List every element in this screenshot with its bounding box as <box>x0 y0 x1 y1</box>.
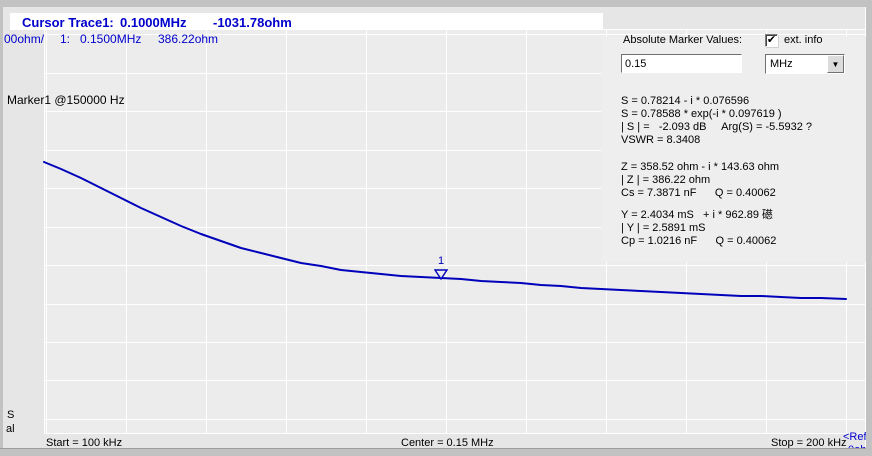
left-edge-fragment-s: S <box>7 409 15 421</box>
grid-line-vertical <box>286 29 287 434</box>
grid-line-vertical <box>366 29 367 434</box>
marker-annotation: Marker1 @150000 Hz <box>7 93 125 107</box>
z-rect-readout: Z = 358.52 ohm - i * 143.63 ohm <box>621 161 780 173</box>
marker-row-index: 1: <box>60 32 71 46</box>
grid-line-horizontal <box>44 380 866 381</box>
z-mag-readout: | Z | = 386.22 ohm <box>621 174 711 186</box>
s-polar-readout: S = 0.78588 * exp(-i * 0.097619 ) <box>621 108 782 120</box>
grid-line-horizontal <box>44 265 866 266</box>
cs-q-readout: Cs = 7.3871 nF Q = 0.40062 <box>621 187 776 199</box>
grid-line-horizontal <box>44 73 866 74</box>
center-frequency-label: Center = 0.15 MHz <box>401 437 494 449</box>
ref-label-fragment: <Ref <box>843 431 867 443</box>
cursor-impedance-value: -1031.78ohm <box>213 15 292 30</box>
client-area: Cursor Trace1: 0.1000MHz -1031.78ohm 00o… <box>3 7 872 456</box>
start-frequency-label: Start = 100 kHz <box>46 437 123 449</box>
cp-q-readout: Cp = 1.0216 nF Q = 0.40062 <box>621 235 777 247</box>
ext-info-label: ext. info <box>784 34 823 46</box>
window-border-right <box>866 0 872 456</box>
s-mag-arg-readout: | S | = -2.093 dB Arg(S) = -5.5932 ? <box>621 121 812 133</box>
unit-dropdown[interactable]: MHz ▼ <box>765 54 845 74</box>
stop-frequency-label: Stop = 200 kHz <box>771 437 847 449</box>
vswr-readout: VSWR = 8.3408 <box>621 134 701 146</box>
grid-line-vertical <box>526 29 527 434</box>
marker-values-panel <box>601 37 867 262</box>
ext-info-checkbox[interactable]: ✔ <box>765 34 778 47</box>
cursor-trace-label: Cursor Trace1: <box>22 15 114 30</box>
s-rect-readout: S = 0.78214 - i * 0.076596 <box>621 95 750 107</box>
grid-line-horizontal <box>44 304 866 305</box>
grid-line-horizontal <box>44 419 866 420</box>
grid-line-vertical <box>126 29 127 434</box>
marker-number-label: 1 <box>438 255 445 267</box>
grid-line-vertical <box>206 29 207 434</box>
left-edge-fragment-al: al <box>6 423 15 435</box>
panel-title: Absolute Marker Values: <box>623 34 743 46</box>
marker-row-frequency: 0.1500MHz <box>80 32 142 46</box>
y-mag-readout: | Y | = 2.5891 mS <box>621 222 706 234</box>
cursor-readout-band <box>10 13 603 30</box>
grid-line-vertical <box>46 29 47 434</box>
window-border-bottom <box>0 448 872 456</box>
grid-line-horizontal <box>44 34 866 35</box>
scale-label-fragment: 00ohm/ <box>4 32 45 46</box>
grid-line-horizontal <box>44 150 866 151</box>
unit-dropdown-value: MHz <box>770 58 793 70</box>
grid-line-vertical <box>446 29 447 434</box>
marker-row-value: 386.22ohm <box>158 32 219 46</box>
grid-line-horizontal <box>44 342 866 343</box>
cursor-frequency-value: 0.1000MHz <box>120 15 187 30</box>
marker-frequency-input[interactable]: 0.15 <box>621 54 742 73</box>
y-rect-readout: Y = 2.4034 mS + i * 962.89 礠 <box>621 209 774 221</box>
grid-line-horizontal <box>44 111 866 112</box>
chevron-down-icon[interactable]: ▼ <box>827 55 844 73</box>
